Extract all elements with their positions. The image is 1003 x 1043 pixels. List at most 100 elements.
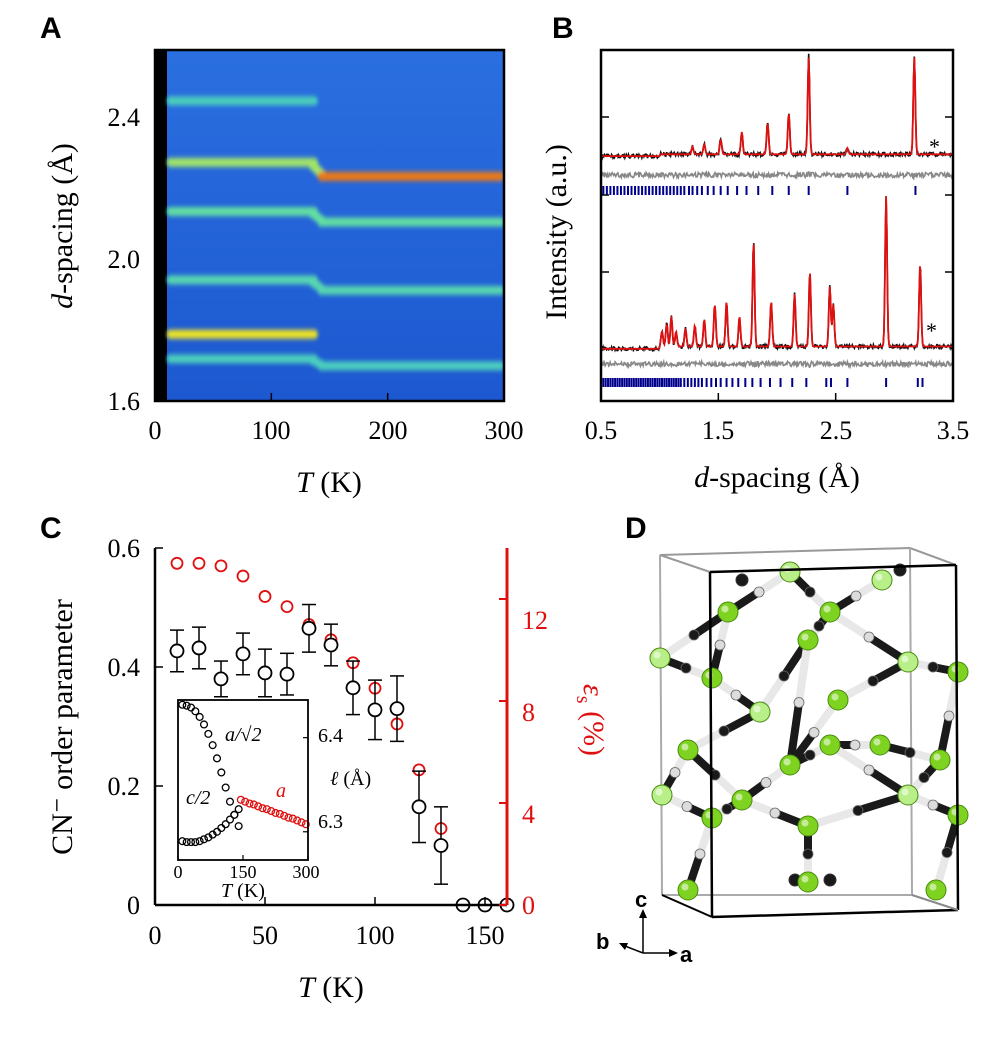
inset-point-2-11	[284, 813, 293, 822]
order-point-3	[235, 646, 251, 662]
inset-point-1-13	[234, 805, 243, 814]
cyanide-atom-24	[769, 807, 781, 819]
order-x-tick-2: 100	[356, 921, 395, 950]
inset-point-2-14	[297, 818, 306, 827]
heatmap-y-tick-2: 2.4	[108, 103, 141, 132]
metal-atom-highlight-14	[933, 753, 941, 761]
order-point-12	[433, 838, 449, 853]
cyanide-atom-16	[669, 767, 681, 778]
metal-atom-highlight-24	[929, 883, 937, 891]
inset-label-a-root2: a/√2	[225, 724, 262, 746]
panel-label-c: C	[40, 512, 62, 545]
inset-point-2-7	[267, 807, 276, 816]
cyanide-atom-4	[714, 639, 726, 651]
metal-atom-highlight-17	[735, 793, 743, 801]
inset-x-label: T (K)	[221, 880, 265, 902]
diffraction-x-tick-1: 1.5	[702, 416, 735, 445]
metal-atom-highlight-16	[823, 738, 831, 746]
cyanide-atom-7	[680, 662, 692, 674]
calculated-upper	[601, 57, 953, 158]
inset-point-2-12	[288, 814, 297, 823]
diffraction-patterns	[600, 53, 954, 387]
heatmap-x-tick-2: 200	[369, 416, 408, 445]
metal-atom-highlight-2	[721, 605, 729, 613]
observed-upper	[600, 53, 954, 161]
order-point-9	[367, 702, 383, 718]
order-point-2	[213, 671, 229, 687]
inset-point-2-6	[262, 805, 271, 814]
metal-atom-11	[677, 739, 699, 761]
inset-point-1-1	[182, 838, 191, 847]
metal-atom-3	[819, 601, 841, 623]
strain-y-tick-0: 0	[522, 891, 535, 920]
metal-atom-12	[779, 754, 801, 776]
heatmap-x-tick-0: 0	[149, 416, 162, 445]
panel-a: 0 100 200 300 1.6 2.0 2.4 T (K) d-spacin…	[46, 48, 524, 499]
axis-label-b: b	[596, 929, 609, 954]
heatmap-frame	[153, 48, 506, 403]
metal-atom-highlight-13	[873, 738, 881, 746]
unit-cell-front-right	[954, 564, 960, 911]
cyanide-atom-5	[813, 620, 825, 632]
heatmap-band-high-2	[317, 217, 504, 227]
inset-point-2-10	[280, 811, 289, 820]
axis-b-arrowhead	[619, 943, 628, 950]
inset-point-1-4	[195, 837, 204, 846]
inset-label-a: a	[276, 780, 286, 802]
metal-atom-highlight-3	[823, 605, 831, 613]
panel-label-d: D	[625, 512, 647, 545]
panel-label-a: A	[40, 12, 62, 45]
order-point-5	[279, 666, 295, 682]
order-x-tick-1: 50	[252, 921, 278, 950]
inset-x-tick-0: 0	[174, 862, 183, 882]
metal-atom-14	[929, 749, 951, 771]
metal-atom-17	[731, 789, 753, 811]
strain-y-label: εs (%)	[572, 684, 610, 756]
heatmap-band-high-3	[317, 285, 504, 295]
order-point-11	[411, 799, 427, 815]
diffraction-frame	[599, 48, 955, 403]
inset-point-0-1	[182, 701, 191, 710]
heatmap-band-high-1	[317, 171, 504, 181]
strain-y-tick-2: 8	[522, 698, 535, 727]
cyanide-atom-26	[694, 848, 706, 860]
order-y-tick-0: 0	[127, 891, 140, 920]
cyanide-atom-10	[793, 697, 805, 708]
lattice-inset: 0 150 300 6.4 6.3 T (K) ℓ (Å) a/√2 c/2 a	[174, 699, 371, 902]
axis-label-c: c	[635, 887, 647, 912]
metal-atom-10	[749, 701, 771, 723]
cyanide-bond-half-a-10	[795, 636, 812, 707]
cyanide-atom-19	[904, 747, 916, 758]
metal-atom-highlight-23	[801, 875, 809, 883]
inset-point-0-13	[234, 822, 243, 831]
cyanide-atom-13	[927, 661, 939, 673]
metal-atom-highlight-22	[681, 883, 689, 891]
metal-atom-22	[677, 879, 699, 901]
metal-atom-13	[869, 734, 891, 756]
inset-point-1-10	[221, 820, 230, 829]
inset-y-label: ℓ (Å)	[330, 768, 371, 790]
heatmap-y-tick-1: 2.0	[108, 245, 141, 274]
heatmap-x-tick-3: 300	[485, 416, 524, 445]
order-point-7	[323, 637, 339, 653]
inset-point-2-8	[271, 808, 280, 817]
axis-b-arrow	[624, 945, 644, 954]
heatmap-dark-edge	[155, 50, 167, 401]
framework-atoms	[649, 561, 969, 901]
heatmap-band-low-2	[166, 206, 318, 216]
metal-atom-1	[871, 569, 893, 591]
order-y-tick-3: 0.6	[108, 534, 141, 563]
order-point-10	[389, 701, 405, 717]
order-point-4	[257, 665, 273, 681]
cyanide-atom-20	[849, 739, 861, 751]
unit-cell-back-edge-right	[909, 547, 913, 896]
terminal-carbon-1	[823, 873, 837, 887]
heatmap-band-low-3	[166, 275, 318, 285]
metal-atom-highlight-4	[653, 651, 661, 659]
metal-atom-highlight-11	[681, 743, 689, 751]
order-point-0	[169, 643, 185, 659]
unit-cell-depth-right	[911, 894, 959, 911]
metal-atom-8	[897, 651, 919, 673]
cyanide-atom-29	[941, 847, 953, 858]
cyanide-atom-21	[918, 772, 930, 783]
